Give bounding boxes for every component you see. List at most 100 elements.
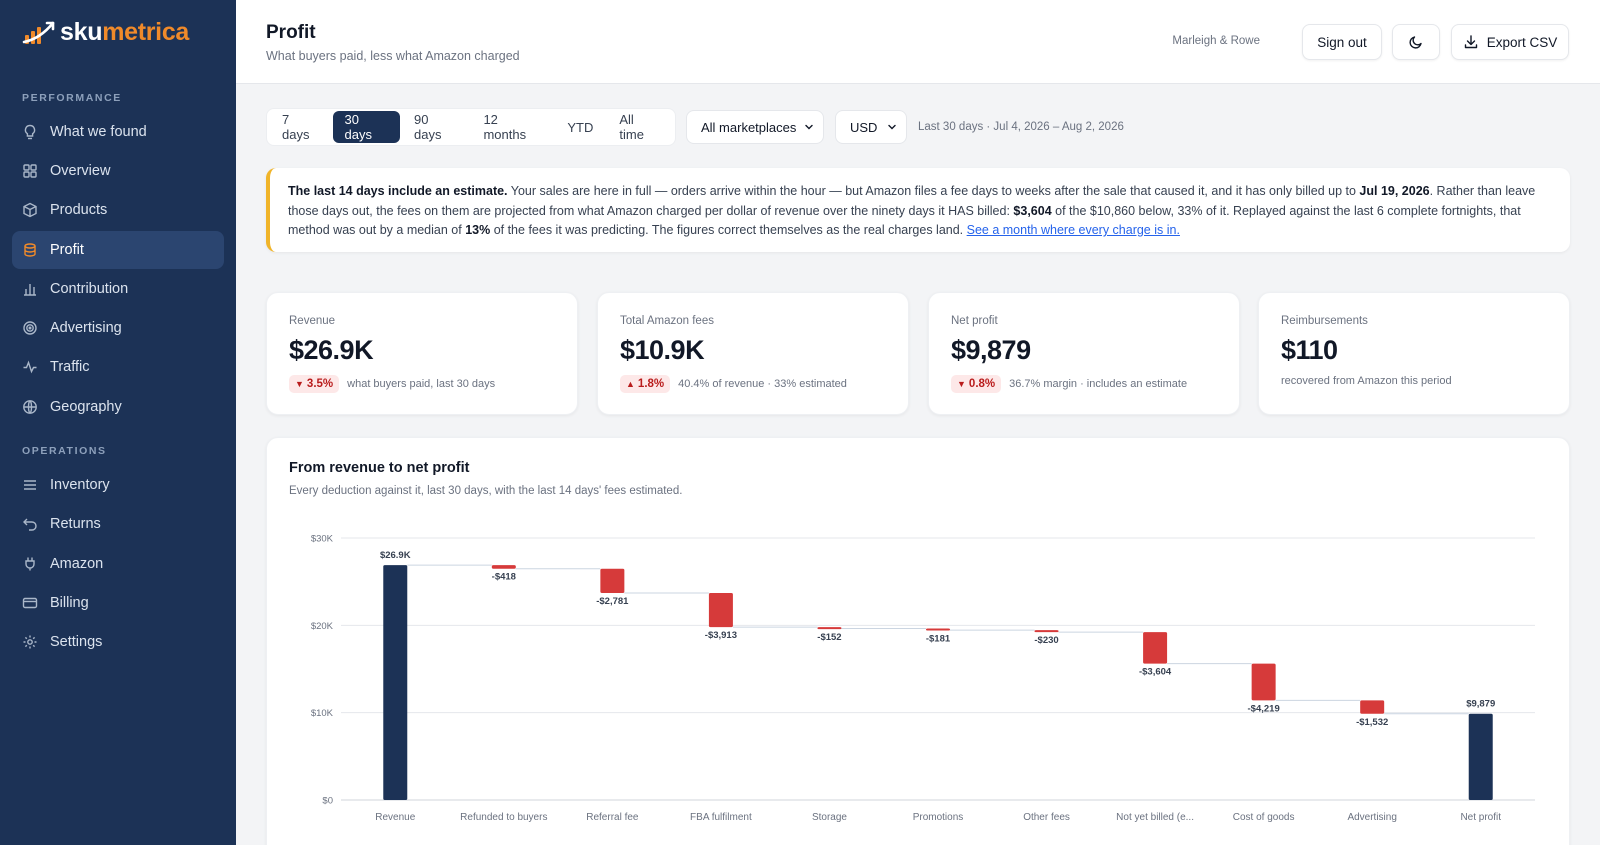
x-tick-label: FBA fulfilment <box>690 812 752 823</box>
arrow-down-icon: ▼ <box>295 379 304 389</box>
x-tick-label: Cost of goods <box>1233 812 1295 823</box>
lightbulb-icon <box>22 124 38 140</box>
range-all-time[interactable]: All time <box>619 112 644 142</box>
sidebar-item-billing[interactable]: Billing <box>12 584 224 622</box>
export-csv-label: Export CSV <box>1486 34 1558 50</box>
delta-badge: ▲ 1.8% <box>620 375 671 393</box>
bar-chart-icon <box>22 281 38 297</box>
banner-text: Your sales are here in full — orders arr… <box>507 184 1360 198</box>
range-90-days[interactable]: 90 days <box>414 112 442 142</box>
x-tick-label: Other fees <box>1023 812 1070 823</box>
date-range-segmented: 7 days 30 days 90 days 12 months YTD All… <box>266 108 676 146</box>
kpi-label: Revenue <box>289 315 336 327</box>
kpi-value: $10.9K <box>620 335 705 365</box>
x-tick-label: Storage <box>812 812 847 823</box>
theme-toggle-button[interactable] <box>1392 24 1440 60</box>
nav-section-performance: PERFORMANCE <box>22 92 122 104</box>
waterfall-bar <box>600 568 625 594</box>
page-title: Profit <box>266 22 316 43</box>
kpi-value: $110 <box>1281 335 1338 365</box>
sidebar-item-label: Inventory <box>50 477 110 493</box>
complete-month-link[interactable]: See a month where every charge is in. <box>966 223 1180 237</box>
banner-estimated-amount: $3,604 <box>1013 203 1052 218</box>
sidebar-item-geography[interactable]: Geography <box>12 388 224 426</box>
banner-lead: The last 14 days include an estimate. <box>288 184 508 198</box>
sidebar-item-inventory[interactable]: Inventory <box>12 466 224 504</box>
activity-icon <box>22 359 38 375</box>
marketplace-select[interactable]: All marketplaces <box>686 110 824 144</box>
logo-icon <box>22 21 55 44</box>
coins-icon <box>22 242 38 258</box>
range-7-days[interactable]: 7 days <box>282 112 310 142</box>
target-icon <box>22 320 38 336</box>
gear-icon <box>22 634 38 650</box>
chevron-down-icon <box>888 124 896 130</box>
y-tick-label: $10K <box>311 708 334 719</box>
banner-billed-date: Jul 19, 2026 <box>1359 184 1430 198</box>
sidebar-item-what-we-found[interactable]: What we found <box>12 113 224 151</box>
nav-section-operations: OPERATIONS <box>22 445 107 457</box>
sidebar-item-advertising[interactable]: Advertising <box>12 309 224 347</box>
data-label: -$2,781 <box>596 596 629 607</box>
y-tick-label: $30K <box>311 534 334 545</box>
banner-median-error: 13% <box>465 223 491 237</box>
banner-text: of the $10,860 below, 33% of it. Replaye… <box>288 203 1521 238</box>
sidebar-item-settings[interactable]: Settings <box>12 623 224 661</box>
x-tick-label: Refunded to buyers <box>460 812 547 823</box>
sidebar-item-label: Overview <box>50 163 111 179</box>
sidebar: skumetrica PERFORMANCE What we found Ove… <box>0 0 236 845</box>
sidebar-item-contribution[interactable]: Contribution <box>12 270 224 308</box>
brand-logo[interactable]: skumetrica <box>22 18 189 47</box>
sidebar-item-label: What we found <box>50 124 147 140</box>
currency-select[interactable]: USD <box>835 110 907 144</box>
arrow-up-icon: ▲ <box>626 379 635 389</box>
sidebar-item-label: Profit <box>50 242 84 258</box>
kpi-label: Total Amazon fees <box>620 315 714 327</box>
kpi-label: Net profit <box>951 315 998 327</box>
sidebar-item-returns[interactable]: Returns <box>12 505 224 543</box>
data-label: $26.9K <box>380 550 411 561</box>
sidebar-item-traffic[interactable]: Traffic <box>12 348 224 386</box>
kpi-card-amazon-fees: Total Amazon fees $10.9K ▲ 1.8% 40.4% of … <box>597 292 909 415</box>
sidebar-item-label: Products <box>50 202 108 218</box>
x-tick-label: Net profit <box>1460 812 1501 823</box>
data-label: -$3,913 <box>705 630 737 641</box>
sidebar-item-label: Amazon <box>50 556 104 572</box>
range-12-months[interactable]: 12 months <box>483 112 527 142</box>
y-tick-label: $20K <box>311 621 334 632</box>
sidebar-item-profit[interactable]: Profit <box>12 231 224 269</box>
data-label: -$418 <box>492 572 516 583</box>
banner-text: . Rather than leave those days out, the … <box>288 184 1536 218</box>
sidebar-item-products[interactable]: Products <box>12 191 224 229</box>
waterfall-bar <box>1034 630 1059 633</box>
banner-text: of the fees it was predicting. The figur… <box>490 223 967 237</box>
chevron-down-icon <box>805 124 813 130</box>
kpi-value: $9,879 <box>951 335 1031 365</box>
globe-icon <box>22 399 38 415</box>
currency-select-value: USD <box>850 119 878 135</box>
sidebar-item-amazon[interactable]: Amazon <box>12 545 224 583</box>
waterfall-bar <box>708 593 733 628</box>
credit-card-icon <box>22 595 38 611</box>
waterfall-bar <box>1468 713 1493 800</box>
range-ytd[interactable]: YTD <box>567 119 594 135</box>
kpi-card-reimbursements: Reimbursements $110 recovered from Amazo… <box>1258 292 1570 415</box>
marketplace-select-value: All marketplaces <box>701 119 797 135</box>
chart-subtitle: Every deduction against it, last 30 days… <box>289 485 683 497</box>
range-30-days[interactable]: 30 days <box>332 111 400 143</box>
sidebar-item-label: Advertising <box>50 320 122 336</box>
account-name: Marleigh & Rowe <box>1172 35 1260 47</box>
brand-name: skumetrica <box>60 18 190 46</box>
sign-out-button[interactable]: Sign out <box>1302 24 1382 60</box>
waterfall-bar <box>1143 632 1168 664</box>
date-range-label: Last 30 days · Jul 4, 2026 – Aug 2, 2026 <box>918 121 1124 133</box>
kpi-note: 36.7% margin · includes an estimate <box>1009 378 1188 390</box>
kpi-note: 40.4% of revenue · 33% estimated <box>678 378 847 390</box>
waterfall-bar <box>817 627 842 630</box>
x-tick-label: Referral fee <box>586 812 639 823</box>
sidebar-item-overview[interactable]: Overview <box>12 152 224 190</box>
export-csv-button[interactable]: Export CSV <box>1451 24 1569 60</box>
page-subtitle: What buyers paid, less what Amazon charg… <box>266 49 520 63</box>
data-label: -$230 <box>1034 635 1058 646</box>
download-icon <box>1464 35 1477 49</box>
